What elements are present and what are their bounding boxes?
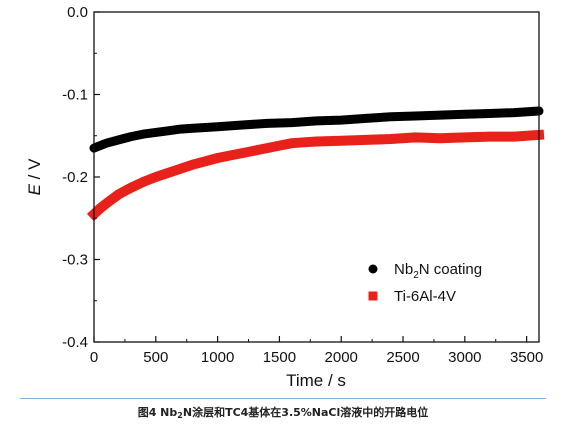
legend-label-ti6al4v: Ti-6Al-4V bbox=[394, 288, 456, 305]
x-tick-label: 2000 bbox=[325, 349, 358, 366]
y-tick-label: -0.3 bbox=[62, 252, 88, 269]
caption-divider bbox=[20, 398, 546, 399]
x-tick-label: 3500 bbox=[510, 349, 543, 366]
series-layer bbox=[86, 106, 545, 222]
x-tick-label: 2500 bbox=[386, 349, 419, 366]
y-axis-title-symbol: E bbox=[25, 183, 44, 195]
y-tick-label: -0.1 bbox=[62, 87, 88, 104]
legend-label-nb2n-sub: 2 bbox=[413, 270, 419, 281]
caption-prefix: 图4 Nb bbox=[137, 406, 178, 419]
x-tick-label: 1000 bbox=[201, 349, 234, 366]
x-tick-label: 0 bbox=[90, 349, 98, 366]
y-axis-ticks: 0.0 -0.1 -0.2 -0.3 -0.4 bbox=[62, 4, 100, 351]
x-tick-label: 1500 bbox=[263, 349, 296, 366]
series-line-nb2n-coating bbox=[89, 106, 544, 153]
legend-label-nb2n-main: Nb bbox=[394, 261, 413, 278]
y-tick-label: 0.0 bbox=[67, 4, 88, 21]
x-axis-ticks: 0 500 1000 1500 2000 2500 3000 3500 bbox=[90, 336, 543, 366]
y-tick-label: -0.2 bbox=[62, 169, 88, 186]
x-tick-label: 500 bbox=[143, 349, 168, 366]
y-axis-title: E / V bbox=[25, 158, 44, 196]
legend: Nb2N coating Ti-6Al-4V bbox=[368, 261, 482, 305]
figure-caption: 图4 Nb2N涂层和TC4基体在3.5%NaCl溶液中的开路电位 bbox=[0, 404, 566, 420]
caption-suffix: N涂层和TC4基体在3.5%NaCl溶液中的开路电位 bbox=[182, 406, 429, 419]
legend-label-nb2n: Nb2N coating bbox=[394, 261, 482, 281]
y-tick-label: -0.4 bbox=[62, 334, 88, 351]
y-axis-title-unit: / V bbox=[25, 158, 44, 184]
ocp-chart: 0 500 1000 1500 2000 2500 3000 3500 0.0 -0.1 -0.2… bbox=[25, 4, 545, 390]
legend-label-nb2n-rest: N coating bbox=[419, 261, 482, 278]
x-axis-title: Time / s bbox=[286, 371, 346, 390]
x-tick-label: 3000 bbox=[448, 349, 481, 366]
legend-marker-ti6al4v bbox=[368, 291, 378, 301]
legend-marker-nb2n bbox=[368, 264, 378, 274]
series-line-ti-6al-4v bbox=[86, 129, 545, 222]
caption-subscript: 2 bbox=[177, 411, 183, 420]
